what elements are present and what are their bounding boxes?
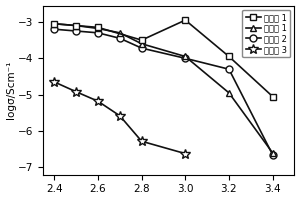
实施例 3 [140, 140, 143, 142]
Line: 实施例 3: 实施例 3 [50, 77, 190, 158]
实施例 2 [52, 28, 56, 30]
实施例 1 [52, 23, 56, 25]
Legend: 实施例 1, 实施例 1, 实施例 2, 实施例 3: 实施例 1, 实施例 1, 实施例 2, 实施例 3 [242, 10, 290, 57]
实施例 3 [96, 100, 100, 102]
实施例 3 [74, 91, 78, 93]
实施例 2 [140, 47, 143, 49]
实施例 1 [96, 27, 100, 30]
Line: 实施例 2: 实施例 2 [51, 26, 276, 158]
实施例 2 [74, 30, 78, 32]
实施例 1 [140, 43, 143, 45]
实施例 1 [271, 152, 275, 154]
实施例 3 [52, 81, 56, 83]
实施例 2 [271, 154, 275, 156]
实施例 1 [74, 24, 78, 27]
Line: 实施例 1: 实施例 1 [51, 20, 276, 156]
实施例 2 [227, 68, 231, 70]
实施例 1 [118, 32, 122, 34]
实施例 1 [227, 92, 231, 94]
实施例 3 [184, 152, 187, 155]
实施例 2 [96, 32, 100, 34]
实施例 2 [118, 37, 122, 39]
实施例 1 [184, 55, 187, 58]
实施例 3 [118, 115, 122, 117]
Y-axis label: logσ/Scm⁻¹: logσ/Scm⁻¹ [6, 61, 16, 119]
实施例 2 [184, 57, 187, 60]
